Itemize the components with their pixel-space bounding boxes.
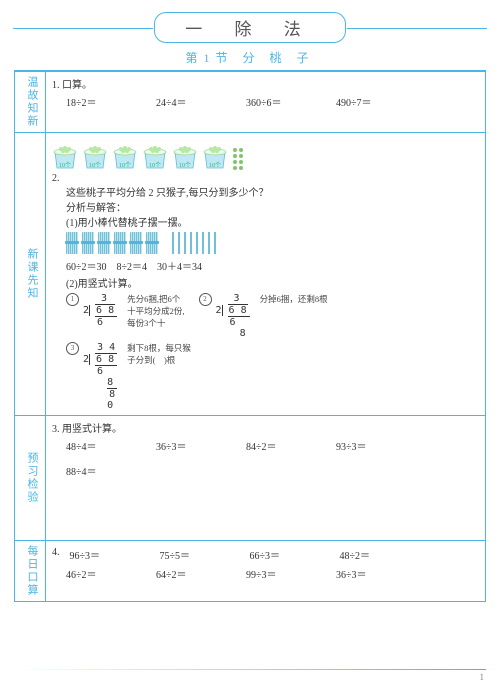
long-division-1: 3 2 6 8 6: [83, 293, 117, 339]
content-grid: 温故知新 1. 口算。 18÷2＝ 24÷4＝ 360÷6＝ 490÷7＝ 新课…: [14, 71, 486, 602]
w1-note: 先分6捆,把6个: [127, 294, 180, 304]
q2-analysis-label: 分析与解答：: [66, 199, 479, 214]
w1-note: 每份3个十: [127, 318, 165, 328]
q4-item: 99÷3＝: [246, 566, 326, 581]
q2-eq: 60÷2＝30: [66, 258, 107, 273]
q4-item: 96÷3＝: [70, 547, 150, 562]
q3-num: 3.: [52, 424, 60, 435]
chapter-title-wrap: 一 除 法: [14, 12, 486, 43]
q2-problem: 这些桃子平均分给 2 只猴子,每只分到多少个？: [66, 184, 479, 199]
bucket-illustration: 10个10个10个10个10个10个: [52, 137, 243, 173]
q3-label: 用竖式计算。: [62, 424, 122, 435]
q1-label: 口算。: [62, 80, 92, 91]
section-title: 第1节 分 桃 子: [14, 45, 486, 71]
circle-label: 3: [66, 342, 79, 355]
w2-note: 分掉6捆，还剩8根: [260, 294, 328, 304]
page-number: 1: [480, 672, 485, 682]
sidebar-label-4: 每日口算: [15, 541, 46, 602]
q2-step1-label: (1)用小棒代替桃子摆一摆。: [66, 214, 479, 229]
q4-item: 66÷3＝: [250, 547, 330, 562]
q3-item: 48÷4＝: [66, 438, 146, 453]
q3-item: 84÷2＝: [246, 438, 326, 453]
q2-eq: 30＋4＝34: [157, 258, 202, 273]
page: 一 除 法 第1节 分 桃 子 温故知新 1. 口算。 18÷2＝ 24÷4＝ …: [0, 0, 500, 688]
w3-note: 剩下8根，每只猴: [127, 343, 191, 353]
q1-item: 24÷4＝: [156, 94, 236, 109]
long-division-3: 3 4 2 6 8 6 8 8 0: [83, 342, 117, 411]
q1-item: 18÷2＝: [66, 94, 146, 109]
sidebar-label-2: 新课先知: [15, 133, 46, 416]
q3-item: 36÷3＝: [156, 438, 236, 453]
worked-examples: 1 3 2 6 8 6 先分6捆,把6个 十平均分成2份,: [66, 293, 479, 339]
q2-step2-label: (2)用竖式计算。: [66, 275, 479, 290]
chapter-title: 一 除 法: [154, 12, 346, 43]
section-3: 3. 用竖式计算。 48÷4＝ 36÷3＝ 84÷2＝ 93÷3＝ 88÷4＝: [46, 416, 486, 541]
q3-item: 93÷3＝: [336, 438, 416, 453]
w1-note: 十平均分成2份,: [127, 306, 184, 316]
footer-line: [14, 669, 486, 670]
sidebar-label-1: 温故知新: [15, 72, 46, 133]
q4-num: 4.: [52, 547, 60, 562]
w3-note: 子分到( )根: [127, 355, 175, 365]
q4-item: 75÷5＝: [160, 547, 240, 562]
long-division-2: 3 2 6 8 6 8: [216, 293, 250, 339]
q1-item: 490÷7＝: [336, 94, 416, 109]
sticks-illustration: [66, 232, 479, 254]
q4-item: 36÷3＝: [336, 566, 416, 581]
section-1: 1. 口算。 18÷2＝ 24÷4＝ 360÷6＝ 490÷7＝: [46, 72, 486, 133]
q1-item: 360÷6＝: [246, 94, 326, 109]
sidebar-label-3: 预习检验: [15, 416, 46, 541]
q1-num: 1.: [52, 80, 60, 91]
q4-item: 64÷2＝: [156, 566, 236, 581]
circle-label: 1: [66, 293, 79, 306]
section-2: 10个10个10个10个10个10个 2. 这些桃子平均分给 2 只猴子,每只分…: [46, 133, 486, 416]
circle-label: 2: [199, 293, 212, 306]
q3-item: 88÷4＝: [66, 463, 146, 478]
q4-item: 48÷2＝: [340, 547, 420, 562]
q4-item: 46÷2＝: [66, 566, 146, 581]
section-4: 4. 96÷3＝ 75÷5＝ 66÷3＝ 48÷2＝ 46÷2＝ 64÷2＝ 9…: [46, 541, 486, 602]
q2-eq: 8÷2＝4: [117, 258, 148, 273]
q2-num: 2.: [52, 173, 60, 184]
